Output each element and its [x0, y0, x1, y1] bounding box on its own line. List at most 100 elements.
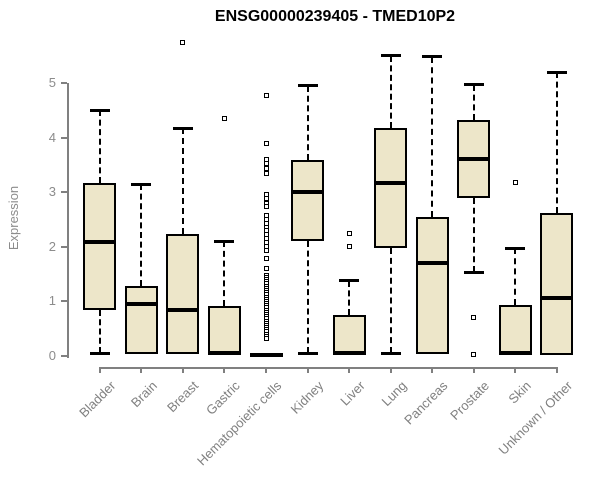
upper-whisker-cap — [546, 70, 567, 74]
y-tick-label: 4 — [48, 129, 56, 145]
box — [332, 315, 366, 355]
median-line — [291, 190, 325, 195]
x-axis-tick — [555, 367, 558, 373]
y-tick-label: 1 — [48, 293, 56, 309]
lower-whisker-cap — [297, 351, 318, 355]
lower-whisker-line — [389, 248, 392, 354]
x-axis-tick — [348, 367, 351, 373]
upper-whisker-cap — [422, 55, 443, 59]
box — [83, 182, 117, 310]
median-line — [83, 240, 117, 245]
box — [540, 212, 574, 355]
y-tick-label: 5 — [48, 75, 56, 90]
box — [291, 159, 325, 242]
outlier-point — [512, 180, 518, 186]
median-line — [498, 351, 532, 356]
outlier-point — [471, 315, 477, 321]
median-line — [249, 352, 283, 357]
median-line — [332, 351, 366, 356]
outlier-point — [346, 244, 352, 250]
upper-whisker-cap — [89, 108, 110, 112]
x-axis-tick — [223, 367, 226, 373]
upper-whisker-line — [514, 248, 517, 306]
lower-whisker-line — [306, 241, 309, 354]
y-tick-label: 2 — [48, 238, 56, 254]
y-axis-line — [67, 83, 69, 358]
y-axis-tick — [61, 355, 67, 357]
x-tick-label: Prostate — [447, 378, 493, 423]
upper-whisker-cap — [463, 83, 484, 87]
x-axis-tick — [514, 367, 517, 373]
outlier-point — [263, 266, 269, 272]
upper-whisker-line — [98, 110, 101, 183]
upper-whisker-cap — [505, 246, 526, 250]
upper-whisker-line — [348, 280, 351, 316]
y-axis-tick — [61, 300, 67, 303]
box — [207, 305, 241, 355]
upper-whisker-cap — [172, 126, 193, 130]
lower-whisker-cap — [89, 351, 110, 355]
x-axis-tick — [389, 367, 392, 373]
upper-whisker-line — [431, 56, 434, 217]
y-tick-label: 3 — [48, 184, 56, 200]
y-axis-tick — [61, 191, 67, 194]
median-line — [166, 308, 200, 313]
outlier-point — [263, 248, 269, 254]
x-tick-label: Brain — [127, 378, 160, 411]
outlier-point — [263, 204, 269, 210]
y-axis-tick — [61, 82, 67, 84]
x-tick-label: Skin — [505, 378, 534, 407]
upper-whisker-line — [472, 84, 475, 120]
outlier-point — [263, 140, 269, 146]
median-line — [374, 180, 408, 185]
lower-whisker-cap — [380, 351, 401, 355]
x-tick-label: Bladder — [76, 378, 119, 421]
x-tick-label: Lung — [378, 378, 410, 410]
box — [166, 234, 200, 355]
y-axis-tick — [61, 245, 67, 248]
lower-whisker-cap — [463, 270, 484, 274]
y-tick-label: 0 — [48, 348, 56, 363]
upper-whisker-line — [555, 72, 558, 213]
x-tick-label: Kidney — [287, 378, 327, 417]
median-line — [207, 350, 241, 355]
outlier-point — [263, 336, 269, 342]
median-line — [457, 157, 491, 162]
x-axis-tick — [472, 367, 475, 373]
x-tick-label: Unknown / Other — [495, 378, 576, 458]
chart-title: ENSG00000239405 - TMED10P2 — [214, 8, 456, 25]
upper-whisker-line — [223, 241, 226, 306]
upper-whisker-line — [306, 85, 309, 160]
outlier-point — [263, 92, 269, 98]
outlier-point — [263, 256, 269, 262]
lower-whisker-line — [98, 309, 101, 354]
upper-whisker-line — [140, 184, 143, 287]
box — [374, 128, 408, 249]
x-axis-tick — [140, 367, 143, 373]
box — [124, 286, 158, 355]
outlier-point — [221, 115, 227, 121]
outlier-point — [180, 39, 186, 45]
upper-whisker-cap — [297, 84, 318, 88]
upper-whisker-cap — [131, 182, 152, 186]
upper-whisker-line — [389, 55, 392, 129]
x-tick-label: Breast — [164, 378, 202, 416]
box — [415, 216, 449, 355]
x-axis-tick — [181, 367, 184, 373]
outlier-point — [471, 352, 477, 358]
lower-whisker-line — [472, 197, 475, 273]
outlier-point — [346, 230, 352, 236]
x-tick-label: Liver — [337, 378, 368, 409]
x-axis-line — [98, 367, 558, 369]
outlier-point — [263, 161, 269, 167]
upper-whisker-cap — [380, 54, 401, 58]
x-axis-tick — [431, 367, 434, 373]
median-line — [540, 295, 574, 300]
x-axis-tick — [98, 367, 101, 373]
x-tick-label: Gastric — [203, 378, 244, 418]
box — [498, 305, 532, 355]
median-line — [124, 302, 158, 307]
x-tick-label: Pancreas — [401, 378, 451, 428]
